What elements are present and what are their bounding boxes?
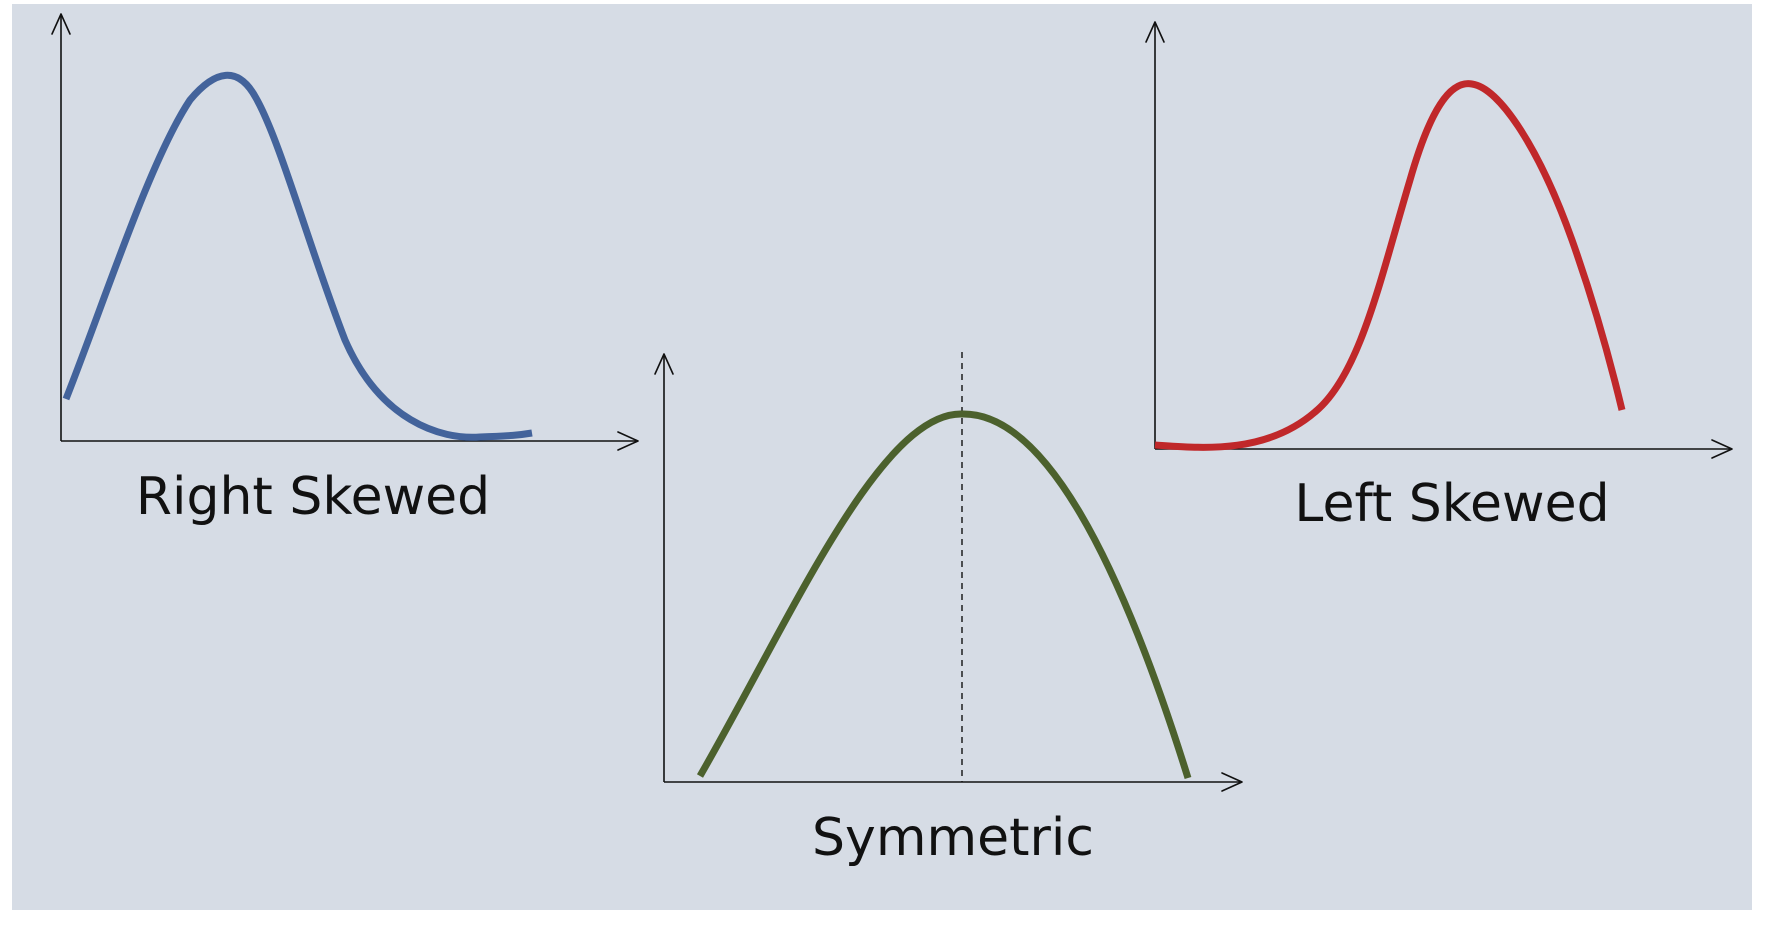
right-skewed-caption: Right Skewed: [136, 467, 490, 527]
symmetric-caption: Symmetric: [812, 808, 1094, 868]
left-skewed-caption: Left Skewed: [1294, 474, 1609, 534]
